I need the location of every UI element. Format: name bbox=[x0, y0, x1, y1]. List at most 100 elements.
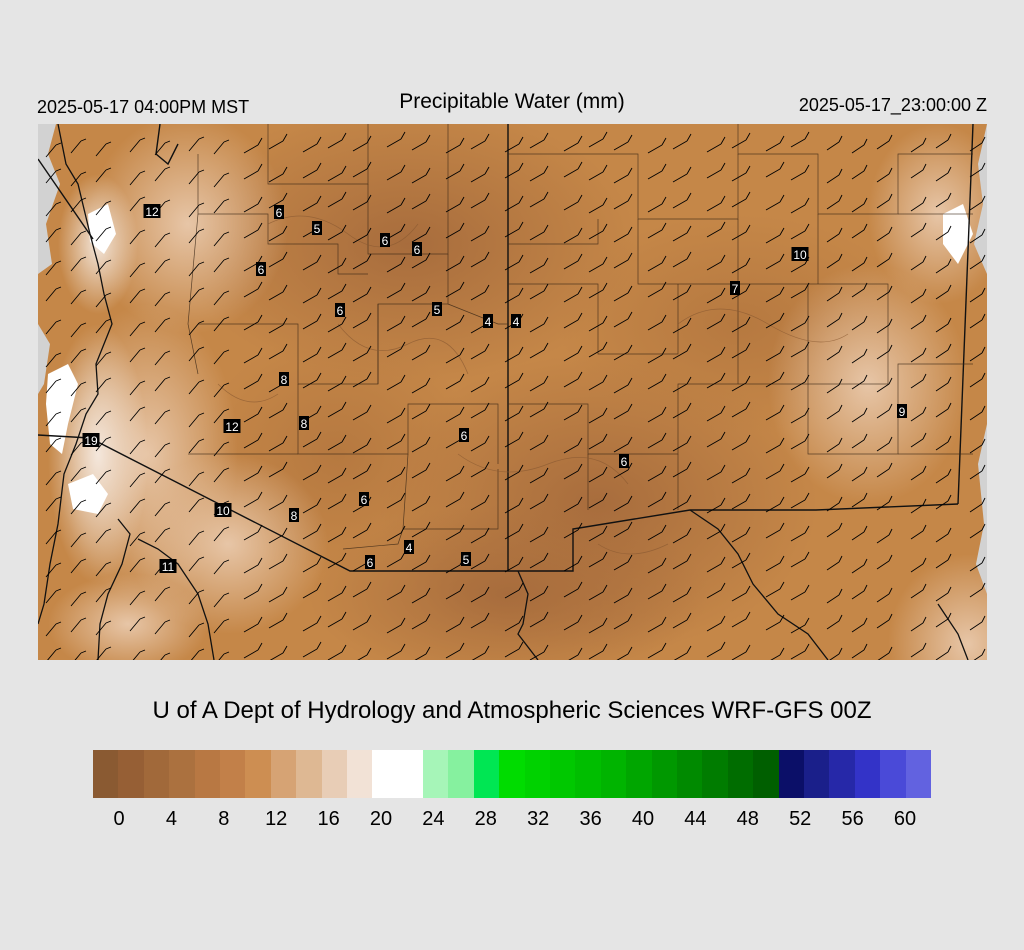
wind-barb-icon bbox=[411, 167, 431, 184]
wind-barb-icon bbox=[647, 196, 667, 213]
colorbar-swatch bbox=[778, 750, 804, 798]
wind-barb-icon bbox=[213, 349, 230, 365]
wind-barb-icon bbox=[647, 642, 667, 659]
wind-barb-icon bbox=[95, 620, 112, 636]
wind-barb-icon bbox=[74, 650, 87, 660]
wind-barb-icon bbox=[731, 585, 751, 602]
wind-barb-icon bbox=[213, 559, 230, 575]
wind-barb-icon bbox=[563, 437, 583, 454]
wind-barb-icon bbox=[327, 401, 347, 418]
wind-barb-icon bbox=[876, 377, 893, 393]
wind-barb-icon bbox=[188, 471, 205, 487]
wind-barb-icon bbox=[826, 227, 843, 243]
wind-barb-icon bbox=[129, 170, 146, 186]
wind-barb-icon bbox=[969, 195, 986, 211]
wind-barb-icon bbox=[470, 494, 490, 511]
wind-barb-icon bbox=[302, 162, 322, 179]
wind-barb-icon bbox=[706, 346, 726, 363]
wind-barb-icon bbox=[386, 584, 406, 601]
wind-barb-icon bbox=[470, 343, 490, 360]
pw-value-label: 6 bbox=[621, 455, 628, 469]
wind-barb-icon bbox=[129, 531, 146, 547]
wind-barb-icon bbox=[154, 350, 171, 366]
pw-label-box bbox=[214, 503, 232, 517]
wind-barb-icon bbox=[302, 556, 322, 573]
wind-barb-icon bbox=[563, 312, 583, 329]
wind-barb-icon bbox=[188, 438, 205, 454]
wind-barb-icon bbox=[910, 406, 927, 422]
wind-barb-icon bbox=[588, 341, 608, 358]
wind-barb-icon bbox=[504, 582, 524, 599]
wind-barb-icon bbox=[969, 523, 986, 539]
wind-barb-icon bbox=[910, 222, 927, 238]
wind-barb-icon bbox=[213, 618, 230, 634]
pw-value-label: 8 bbox=[291, 509, 298, 523]
wind-barb-icon bbox=[95, 561, 112, 577]
wind-barb-icon bbox=[770, 647, 785, 660]
wind-barb-icon bbox=[213, 408, 230, 424]
pw-label-box bbox=[143, 204, 161, 218]
wind-barb-icon bbox=[45, 227, 62, 243]
colorbar-swatch bbox=[397, 750, 424, 798]
wind-barb-icon bbox=[95, 502, 112, 518]
wind-barb-icon bbox=[269, 645, 288, 660]
wind-barb-icon bbox=[935, 527, 952, 543]
wind-barb-icon bbox=[213, 257, 230, 273]
wind-barb-icon bbox=[969, 497, 986, 513]
wind-barb-icon bbox=[765, 345, 785, 362]
wind-barb-icon bbox=[154, 468, 171, 484]
wind-barb-icon bbox=[790, 466, 810, 483]
wind-barb-icon bbox=[302, 582, 322, 599]
wind-barb-icon bbox=[386, 407, 406, 424]
wind-barb-icon bbox=[731, 644, 751, 660]
wind-barb-icon bbox=[160, 652, 171, 660]
pw-label-box bbox=[159, 559, 177, 573]
colorbar-swatch bbox=[803, 750, 830, 798]
wind-barb-icon bbox=[154, 501, 171, 517]
pw-label-box bbox=[619, 454, 629, 468]
pw-label-box bbox=[459, 428, 469, 442]
wind-barb-icon bbox=[445, 491, 465, 508]
wind-barb-icon bbox=[731, 316, 751, 333]
wind-barb-icon bbox=[327, 132, 347, 149]
pw-label-box bbox=[299, 416, 309, 430]
wind-barb-icon bbox=[45, 562, 62, 578]
wind-barb-icon bbox=[851, 407, 868, 423]
wind-barb-icon bbox=[268, 343, 288, 360]
wind-barb-icon bbox=[647, 163, 667, 180]
pw-value-label: 12 bbox=[145, 205, 159, 219]
wind-barb-icon bbox=[445, 196, 465, 213]
wind-barb-icon bbox=[588, 223, 608, 240]
wind-barb-icon bbox=[529, 434, 549, 451]
wind-barb-icon bbox=[588, 282, 608, 299]
wind-barb-icon bbox=[70, 591, 87, 607]
wind-barb-icon bbox=[672, 376, 692, 393]
wind-barb-icon bbox=[243, 222, 263, 239]
wind-barb-icon bbox=[352, 463, 372, 480]
wind-barb-icon bbox=[851, 584, 868, 600]
wind-barb-icon bbox=[851, 138, 868, 154]
pw-label-box bbox=[82, 433, 100, 447]
wind-barb-icon bbox=[386, 341, 406, 358]
wind-barb-icon bbox=[826, 345, 843, 361]
wind-barb-icon bbox=[876, 318, 893, 334]
wind-barb-icon bbox=[935, 612, 952, 628]
wind-barb-icon bbox=[445, 642, 465, 659]
moist-plume bbox=[46, 204, 973, 514]
wind-barb-icon bbox=[411, 403, 431, 420]
wind-barb-icon bbox=[935, 133, 952, 149]
wind-barb-icon bbox=[70, 230, 87, 246]
colorbar-swatch bbox=[93, 750, 119, 798]
wind-barb-icon bbox=[529, 401, 549, 418]
pw-value-label: 6 bbox=[361, 493, 368, 507]
wind-barb-icon bbox=[969, 346, 986, 362]
wind-barb-icon bbox=[45, 260, 62, 276]
precipitable-water-map[interactable]: 12 6 5 6 6 6 6 5 4 4 10 7 8 12 8 6 6 9 19 10 8 6 4 5 6 11 bbox=[38, 124, 987, 660]
wind-barb-icon bbox=[588, 643, 608, 660]
wind-barb-icon bbox=[826, 588, 843, 604]
wind-barb-icon bbox=[70, 348, 87, 364]
wind-barb-icon bbox=[613, 226, 633, 243]
wind-barb-icon bbox=[969, 254, 986, 270]
wind-barb-icon bbox=[302, 254, 322, 271]
pw-value-label: 8 bbox=[301, 417, 308, 431]
